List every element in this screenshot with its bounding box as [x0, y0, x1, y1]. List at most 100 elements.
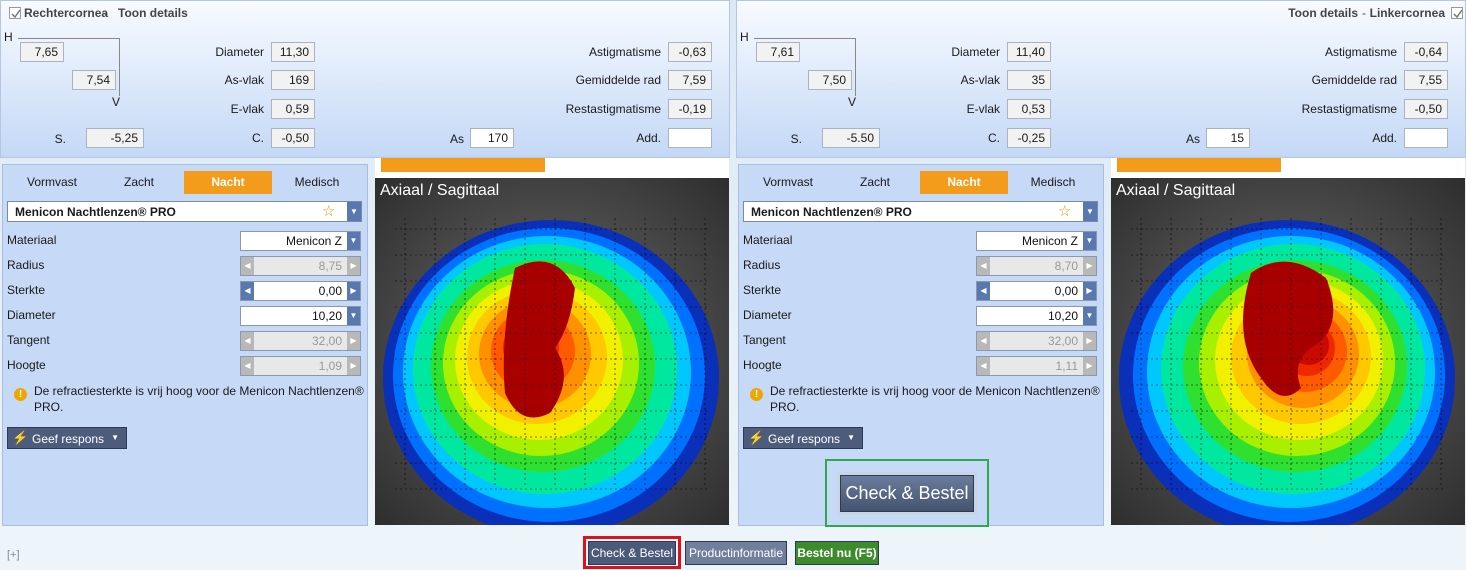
h-value: 7,65: [20, 42, 64, 62]
tab[interactable]: Vormvast: [762, 175, 813, 189]
footer-button[interactable]: Productinformatie: [685, 541, 787, 565]
step-down: ◀: [241, 282, 254, 300]
field-label: Diameter: [215, 45, 264, 59]
param-label: Radius: [7, 258, 45, 272]
h-value: 7,61: [756, 42, 800, 62]
dropdown-arrow: ▼: [347, 202, 361, 221]
h-label: H: [4, 30, 13, 44]
field-label: Diameter: [951, 45, 1000, 59]
param-label: Sterkte: [7, 283, 46, 297]
dropdown-arrow: ▼: [847, 433, 855, 442]
checkbox[interactable]: [9, 7, 21, 19]
step-down: ◀: [977, 332, 990, 350]
param-label: Tangent: [743, 333, 786, 347]
field-label: Add.: [636, 131, 661, 145]
param-control: 8,75 ◀ ▶: [240, 256, 361, 276]
feedback-button[interactable]: ⚡ Geef respons ▼: [7, 427, 127, 449]
lens-dropdown[interactable]: Menicon Nachtlenzen® PRO ☆ ▼: [743, 201, 1098, 222]
param-control[interactable]: 0,00 ◀ ▶: [976, 281, 1097, 301]
step-up: ▶: [347, 357, 360, 375]
field-label: Gemiddelde rad: [575, 73, 661, 87]
check: [1453, 9, 1462, 18]
v-value: 7,50: [808, 70, 852, 90]
step-down: ◀: [977, 357, 990, 375]
sphere-value: -5,25: [86, 128, 144, 148]
field-label: Restastigmatisme: [565, 102, 661, 116]
param-control[interactable]: 10,20 ▼: [976, 306, 1097, 326]
axis-value[interactable]: 170: [470, 128, 514, 148]
param-control: 1,11 ◀ ▶: [976, 356, 1097, 376]
check-button[interactable]: Check & Bestel: [840, 475, 974, 512]
field-value: 11,30: [271, 42, 315, 62]
step-up: ▶: [1083, 257, 1096, 275]
feedback-button[interactable]: ⚡ Geef respons ▼: [743, 427, 863, 449]
map-tab: [1117, 158, 1281, 172]
param-label: Hoogte: [7, 358, 46, 372]
tab[interactable]: Nacht: [184, 171, 272, 194]
checkbox[interactable]: [1451, 7, 1463, 19]
param-label: Radius: [743, 258, 781, 272]
details-link[interactable]: Toon details: [1288, 6, 1358, 20]
check: [11, 9, 20, 18]
field-label: Astigmatisme: [588, 45, 661, 59]
tab[interactable]: Medisch: [294, 175, 340, 189]
star: ☆: [322, 203, 336, 220]
field-value: -0,25: [1007, 128, 1051, 148]
highlight-frame: [583, 536, 681, 569]
tab[interactable]: Zacht: [123, 175, 154, 189]
contour: [1243, 261, 1334, 396]
tab[interactable]: Zacht: [859, 175, 890, 189]
v-label: V: [112, 95, 121, 109]
param-value: 10,20: [1047, 309, 1078, 323]
field-label: Gemiddelde rad: [1311, 73, 1397, 87]
dropdown-arrow: ▼: [1083, 202, 1097, 221]
footer-button[interactable]: Bestel nu (F5): [795, 541, 879, 565]
param-control[interactable]: 0,00 ◀ ▶: [240, 281, 361, 301]
param-value: 1,11: [1055, 359, 1078, 373]
map-title: Axiaal / Sagittaal: [1116, 182, 1236, 199]
step-down: ◀: [241, 357, 254, 375]
step-up: ▶: [347, 332, 360, 350]
feedback-label: Geef respons: [768, 432, 841, 446]
param-control: 32,00 ◀ ▶: [240, 331, 361, 351]
lens-dropdown[interactable]: Menicon Nachtlenzen® PRO ☆ ▼: [7, 201, 362, 222]
param-label: Sterkte: [743, 283, 782, 297]
field-label: As-vlak: [224, 73, 264, 87]
warning-icon: !: [14, 388, 27, 401]
dropdown-arrow: ▼: [111, 433, 119, 442]
tab[interactable]: Vormvast: [26, 175, 77, 189]
dropdown-arrow: ▼: [1083, 307, 1096, 325]
field-label: Astigmatisme: [1324, 45, 1397, 59]
param-control[interactable]: Menicon Z ▼: [240, 231, 361, 251]
field-input[interactable]: [668, 128, 712, 148]
topography-map: [375, 178, 729, 525]
tab[interactable]: Medisch: [1030, 175, 1076, 189]
details-link[interactable]: Toon details: [118, 6, 188, 20]
field-input[interactable]: [1404, 128, 1448, 148]
field-value: 0,53: [1007, 99, 1051, 119]
param-control: 1,09 ◀ ▶: [240, 356, 361, 376]
header-panel: [736, 0, 1466, 158]
footer-button[interactable]: Check & Bestel: [588, 541, 676, 565]
field-label: Add.: [1372, 131, 1397, 145]
step-up: ▶: [347, 282, 360, 300]
param-value: 8,75: [318, 259, 342, 273]
field-value: -0,64: [1404, 42, 1448, 62]
lens-name: Menicon Nachtlenzen® PRO: [751, 205, 912, 219]
field-label: E-vlak: [230, 102, 264, 116]
warning-icon: !: [750, 388, 763, 401]
warning-text: De refractiesterkte is vrij hoog voor de…: [770, 384, 1100, 414]
tab[interactable]: Nacht: [920, 171, 1008, 194]
field-value: -0,63: [668, 42, 712, 62]
param-control[interactable]: Menicon Z ▼: [976, 231, 1097, 251]
field-value: 35: [1007, 70, 1051, 90]
param-label: Diameter: [7, 308, 56, 322]
expand-toggle[interactable]: [+]: [7, 549, 20, 561]
field-value: 169: [271, 70, 315, 90]
param-control[interactable]: 10,20 ▼: [240, 306, 361, 326]
param-value: 10,20: [311, 309, 342, 323]
separator: -: [1362, 6, 1366, 20]
dropdown-arrow: ▼: [347, 307, 360, 325]
axis-value[interactable]: 15: [1206, 128, 1250, 148]
